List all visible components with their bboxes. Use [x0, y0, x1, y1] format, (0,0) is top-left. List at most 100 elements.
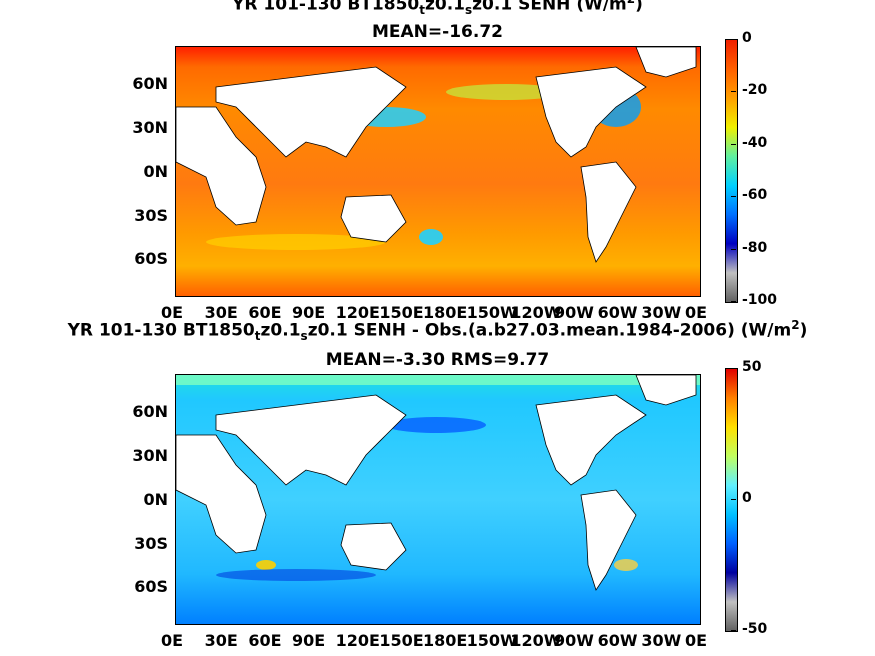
panel1-title: YR 101-130 BT1850tz0.1sz0.1 SENH (W/m2) — [0, 0, 875, 17]
lon-label: 150W — [466, 303, 518, 322]
panel2-title-end: z0.1 SENH - Obs.(a.b27.03.mean.1984-2006… — [307, 320, 792, 341]
kuroshio-feature — [386, 417, 486, 433]
panel1-title-close: ) — [635, 0, 643, 15]
colorbar-tick-label: -100 — [742, 292, 778, 308]
panel1-mean: MEAN=-16.72 — [372, 22, 503, 42]
lat-label: 0N — [143, 162, 168, 181]
lat-label: 30N — [132, 118, 168, 137]
lat-label: 60N — [132, 74, 168, 93]
lat-label: 30S — [134, 206, 168, 225]
lat-label: 0N — [143, 490, 168, 509]
colorbar-tick-label: -40 — [742, 134, 768, 151]
lon-label: 0E — [161, 303, 184, 322]
lat-label: 60S — [134, 249, 168, 268]
lon-label: 0E — [685, 303, 708, 322]
lon-label: 90E — [292, 303, 326, 322]
agulhas-feature — [256, 560, 276, 570]
lon-label: 180E — [423, 303, 468, 322]
tasman-feature — [419, 229, 443, 245]
panel1-title-sub2: s — [465, 3, 473, 18]
panel1-title-sup: 2 — [627, 0, 635, 6]
colorbar-tick-mark — [731, 499, 736, 500]
colorbar-tick-mark — [731, 630, 736, 631]
land-masses — [176, 375, 697, 591]
panel1-map-svg — [176, 47, 700, 296]
lon-label: 30W — [641, 631, 682, 650]
australia-land — [340, 194, 407, 243]
lat-label: 60S — [134, 577, 168, 596]
panel1-title-text: YR 101-130 BT1850 — [232, 0, 420, 15]
north-america-land — [535, 394, 647, 486]
panel2-colorbar — [725, 368, 738, 632]
greenland-land — [635, 375, 697, 406]
lon-label: 60W — [597, 303, 638, 322]
lat-label: 30S — [134, 534, 168, 553]
panel1-title-sub1: t — [419, 3, 425, 18]
north-pacific-band — [446, 84, 566, 100]
brazil-malvinas-feature — [614, 559, 638, 571]
lon-label: 0E — [685, 631, 708, 650]
panel1-colorbar-fill — [726, 40, 737, 302]
lon-label: 150E — [379, 303, 424, 322]
land-masses — [176, 47, 697, 263]
colorbar-tick-label: 0 — [742, 490, 752, 506]
panel2-mean: MEAN=-3.30 RMS=9.77 — [325, 350, 550, 370]
lon-label: 30E — [204, 631, 238, 650]
panel2-title-sub1: t — [254, 329, 261, 344]
panel2-title-mid: z0.1 — [260, 320, 301, 341]
colorbar-tick-mark — [731, 248, 736, 250]
lon-label: 90W — [554, 303, 594, 322]
colorbar-tick-mark — [731, 39, 736, 40]
panel1-title-mid: z0.1 — [424, 0, 465, 15]
lon-label: 30E — [204, 303, 238, 322]
colorbar-tick-label: 0 — [742, 30, 752, 46]
australia-land — [340, 522, 407, 571]
panel2-map — [175, 374, 701, 625]
lon-label: 60W — [597, 631, 638, 650]
panel1-colorbar — [725, 39, 738, 303]
panel2-title: YR 101-130 BT1850tz0.1sz0.1 SENH - Obs.(… — [0, 318, 875, 343]
asia-land — [215, 394, 407, 486]
lat-label: 60N — [132, 402, 168, 421]
panel2-title-text: YR 101-130 BT1850 — [67, 320, 255, 341]
colorbar-tick-mark — [731, 143, 736, 145]
colorbar-tick-label: -50 — [742, 621, 768, 637]
panel2-title-close: ) — [799, 320, 808, 341]
lon-label: 150W — [466, 631, 518, 650]
greenland-land — [635, 47, 697, 78]
panel1-title-end: z0.1 SENH (W/m — [472, 0, 627, 15]
lon-label: 120E — [335, 631, 380, 650]
colorbar-tick-mark — [731, 368, 736, 369]
lon-label: 120E — [335, 303, 380, 322]
lon-label: 180E — [423, 631, 468, 650]
lon-label: 60E — [248, 631, 282, 650]
southern-band — [206, 234, 386, 250]
lon-label: 120W — [510, 303, 562, 322]
panel2-title-sup: 2 — [791, 318, 800, 332]
lon-label: 60E — [248, 303, 282, 322]
colorbar-tick-mark — [731, 196, 736, 198]
colorbar-tick-label: -60 — [742, 187, 768, 204]
south-america-land — [580, 161, 637, 263]
asia-land — [215, 66, 407, 158]
africa-europe-land — [176, 434, 267, 554]
south-america-land — [580, 489, 637, 591]
southern-band — [216, 569, 376, 581]
panel2-colorbar-fill — [726, 369, 737, 631]
colorbar-tick-label: 50 — [742, 359, 762, 375]
lon-label: 90E — [292, 631, 326, 650]
colorbar-tick-label: -20 — [742, 82, 768, 99]
lon-label: 150E — [379, 631, 424, 650]
lat-label: 30N — [132, 446, 168, 465]
colorbar-tick-mark — [731, 91, 736, 93]
panel2-map-svg — [176, 375, 700, 624]
north-america-land — [535, 66, 647, 158]
colorbar-tick-mark — [731, 301, 736, 302]
lon-label: 30W — [641, 303, 682, 322]
panel1-map — [175, 46, 701, 297]
africa-europe-land — [176, 106, 267, 226]
lon-label: 90W — [554, 631, 594, 650]
lon-label: 120W — [510, 631, 562, 650]
colorbar-tick-label: -80 — [742, 239, 768, 256]
lon-label: 0E — [161, 631, 184, 650]
